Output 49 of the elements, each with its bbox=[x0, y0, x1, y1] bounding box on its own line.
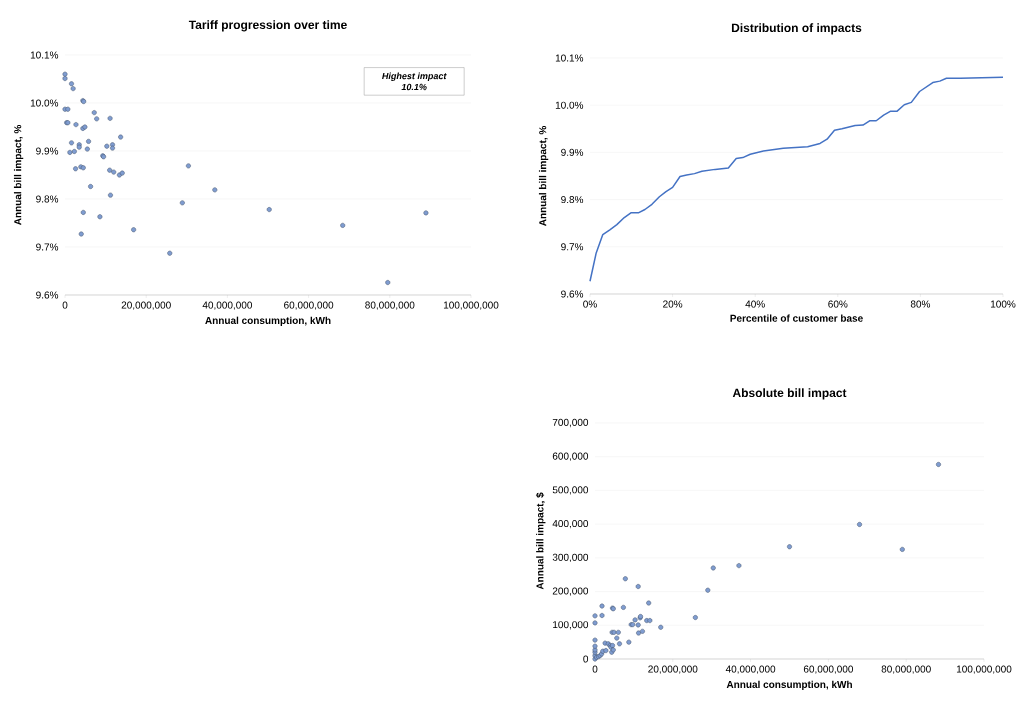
chart-title: Tariff progression over time bbox=[188, 20, 347, 32]
x-tick-label: 20,000,000 bbox=[121, 301, 171, 310]
chart-title: Distribution of impacts bbox=[731, 23, 862, 35]
x-tick-label: 80,000,000 bbox=[365, 301, 415, 310]
y-tick-label: 400,000 bbox=[552, 520, 589, 529]
chart-title: Absolute bill impact bbox=[732, 388, 847, 400]
y-tick-label: 10.0% bbox=[555, 101, 584, 109]
x-tick-label: 0 bbox=[592, 665, 598, 673]
x-tick-label: 40% bbox=[745, 300, 765, 308]
x-axis-title: Annual consumption, kWh bbox=[726, 680, 852, 690]
x-tick-label: 0% bbox=[583, 300, 597, 308]
y-tick-label: 9.9% bbox=[561, 148, 584, 156]
x-tick-label: 20,000,000 bbox=[648, 665, 698, 674]
x-axis-title: Percentile of customer base bbox=[730, 314, 863, 322]
y-axis-title: Annual bill impact, $ bbox=[535, 492, 546, 590]
x-tick-label: 40,000,000 bbox=[202, 301, 253, 310]
y-tick-label: 9.6% bbox=[36, 291, 59, 299]
y-axis-title: Annual bill impact, % bbox=[538, 125, 549, 227]
y-tick-label: 600,000 bbox=[552, 452, 589, 461]
y-tick-label: 9.9% bbox=[36, 147, 59, 155]
y-tick-label: 9.8% bbox=[561, 196, 584, 204]
x-tick-label: 100% bbox=[990, 300, 1016, 308]
y-tick-label: 10.0% bbox=[30, 99, 59, 107]
y-axis-title: Annual bill impact, % bbox=[13, 124, 24, 226]
y-tick-label: 10.1% bbox=[555, 54, 584, 62]
x-tick-label: 60,000,000 bbox=[803, 665, 854, 674]
y-tick-label: 700,000 bbox=[552, 418, 589, 428]
y-tick-label: 300,000 bbox=[552, 553, 589, 562]
x-tick-label: 100,000,000 bbox=[956, 665, 1012, 674]
y-tick-label: 9.6% bbox=[561, 290, 584, 298]
x-tick-label: 20% bbox=[663, 300, 683, 308]
x-tick-label: 100,000,000 bbox=[443, 301, 499, 310]
y-tick-label: 100,000 bbox=[553, 621, 589, 630]
x-tick-label: 80,000,000 bbox=[881, 665, 931, 674]
x-tick-label: 80% bbox=[910, 300, 931, 308]
x-tick-label: 0 bbox=[62, 301, 68, 309]
y-tick-label: 9.8% bbox=[36, 195, 59, 203]
y-tick-label: 9.7% bbox=[36, 243, 59, 251]
x-tick-label: 40,000,000 bbox=[725, 665, 776, 674]
y-tick-label: 0 bbox=[583, 655, 589, 663]
y-tick-label: 9.7% bbox=[561, 243, 584, 251]
annotation: 10.1% bbox=[401, 83, 427, 91]
x-axis-title: Annual consumption, kWh bbox=[205, 316, 331, 326]
y-tick-label: 10.1% bbox=[30, 51, 59, 59]
x-tick-label: 60,000,000 bbox=[284, 301, 334, 310]
annotation: Highest impact bbox=[382, 72, 447, 81]
y-tick-label: 200,000 bbox=[552, 587, 589, 596]
y-tick-label: 500,000 bbox=[552, 486, 589, 495]
x-tick-label: 60% bbox=[828, 300, 848, 308]
